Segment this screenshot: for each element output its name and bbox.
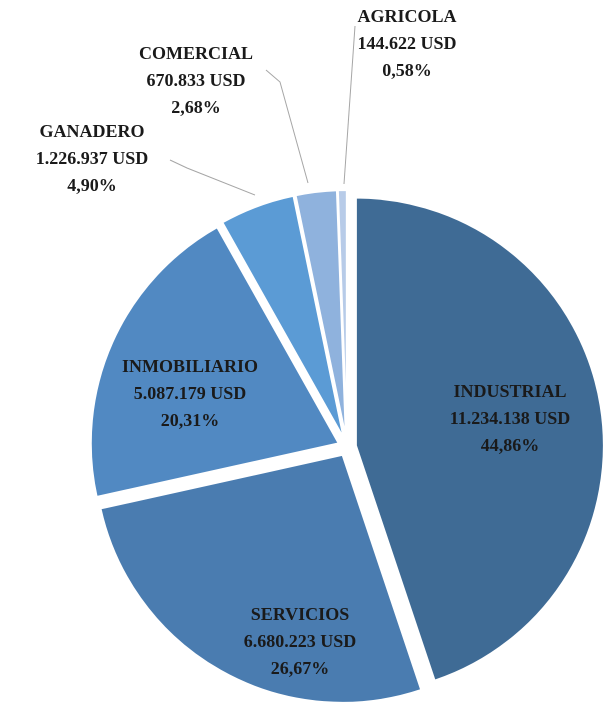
- value-label: 11.234.138 USD: [450, 408, 571, 428]
- percent-label: 26,67%: [271, 658, 330, 678]
- slice-label: AGRICOLA: [357, 6, 456, 26]
- percent-label: 0,58%: [382, 60, 432, 80]
- leader-line: [343, 25, 356, 185]
- slice-label: INMOBILIARIO: [122, 356, 258, 376]
- pie-slice: [89, 225, 341, 499]
- pie-slice: [220, 194, 345, 440]
- pie-slice: [99, 453, 423, 704]
- value-label: 1.226.937 USD: [36, 148, 149, 168]
- slice-label: SERVICIOS: [251, 604, 349, 624]
- pie-slice: [336, 189, 348, 439]
- percent-label: 20,31%: [161, 410, 220, 430]
- leader-line: [265, 69, 309, 184]
- percent-label: 4,90%: [67, 175, 117, 195]
- value-label: 5.087.179 USD: [134, 383, 247, 403]
- slice-label: INDUSTRIAL: [453, 381, 566, 401]
- pie-slice: [354, 196, 604, 682]
- value-label: 6.680.223 USD: [244, 631, 357, 651]
- slice-label: GANADERO: [39, 121, 144, 141]
- value-label: 670.833 USD: [146, 70, 245, 90]
- percent-label: 2,68%: [171, 97, 221, 117]
- value-label: 144.622 USD: [357, 33, 456, 53]
- slice-label: COMERCIAL: [139, 43, 253, 63]
- percent-label: 44,86%: [481, 435, 540, 455]
- leader-line: [169, 159, 256, 196]
